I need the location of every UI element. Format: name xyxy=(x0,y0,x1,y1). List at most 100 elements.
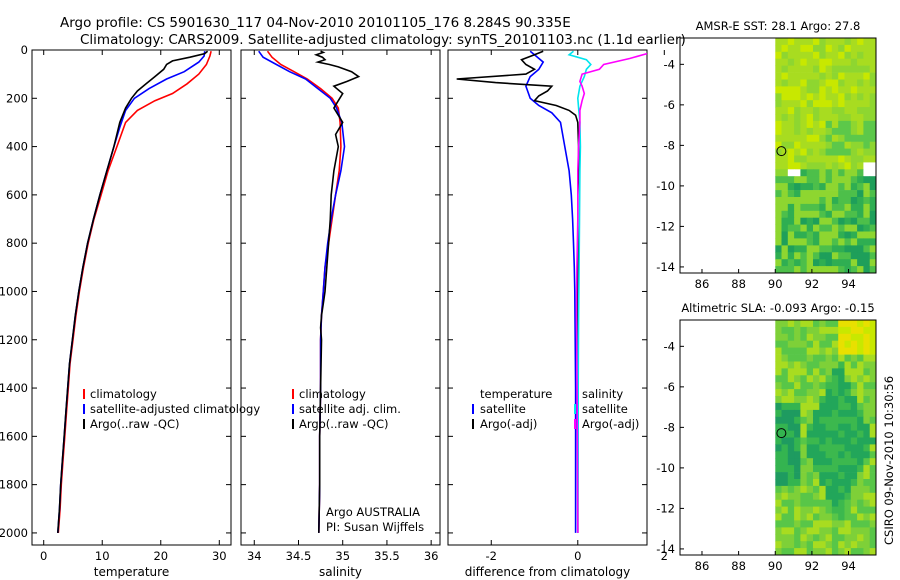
sla_map-cell xyxy=(794,409,801,418)
sst_map-cell xyxy=(781,266,789,274)
sst_map-cell xyxy=(825,183,833,191)
sla_map-cell xyxy=(825,389,833,397)
sst_map-cell xyxy=(863,72,871,80)
sla_map-cell xyxy=(813,444,820,452)
sla_map-cell xyxy=(787,423,795,431)
sla_map-cell xyxy=(775,479,782,487)
sla_map-cell xyxy=(813,361,820,369)
sst_map-cell xyxy=(813,65,820,73)
sst_map-argo-marker xyxy=(776,146,787,157)
sla_map-cell xyxy=(781,548,789,556)
sst_map-cell xyxy=(863,79,871,87)
sla_map-cell xyxy=(831,354,839,362)
sst_map-cell xyxy=(825,210,833,219)
sst_map-cell xyxy=(775,148,782,156)
sla_map-cell xyxy=(794,347,801,355)
sla_map-cell xyxy=(806,485,814,494)
sst_map-cell xyxy=(838,148,845,156)
sla_map-cell xyxy=(806,541,814,549)
sst_map-cell xyxy=(838,107,845,115)
sla_map-cell xyxy=(787,389,795,397)
sst_map-cell xyxy=(800,107,808,115)
sst_map-cell xyxy=(838,141,845,149)
sla_map-cell xyxy=(806,527,814,535)
sst_map-cell xyxy=(844,127,852,136)
sla_map-cell xyxy=(869,402,877,411)
sla_map-cell xyxy=(775,326,782,335)
sla_map-cell xyxy=(850,320,858,328)
sla_map-cell xyxy=(813,485,820,494)
sst_map-cell xyxy=(787,72,795,80)
sst_map-cell xyxy=(838,238,845,246)
temperature-ytick-label: 1800 xyxy=(0,478,28,492)
sla_map-cell xyxy=(838,430,845,438)
sst_map-cell xyxy=(838,245,845,253)
sst_map-cell xyxy=(813,127,820,136)
salinity-xtick-label: 34.5 xyxy=(286,549,312,563)
sla_map-cell xyxy=(819,520,826,528)
sst_map-cell xyxy=(831,217,839,225)
sla_map-cell xyxy=(819,451,826,459)
sla_map-cell xyxy=(806,479,814,487)
sla_map-cell xyxy=(825,548,833,556)
sst_map-cell xyxy=(806,72,814,80)
sst_map-cell xyxy=(813,51,820,60)
salinity-frame xyxy=(240,49,441,546)
sla_map-cell xyxy=(787,430,795,438)
sla_map-cell xyxy=(844,527,852,535)
sla_map-cell xyxy=(850,430,858,438)
sla_map-cell xyxy=(813,513,820,521)
sst_map-cell xyxy=(781,127,789,136)
sla_map-cell xyxy=(806,326,814,335)
sst_map-cell xyxy=(781,141,789,149)
sla_map-cell xyxy=(800,416,808,425)
sla_map-cell xyxy=(800,437,808,445)
sla_map-cell xyxy=(844,430,852,438)
difference-panel: -2 0 2 difference from climatology temperatu… xyxy=(447,49,668,579)
sla_map-cell xyxy=(794,548,801,556)
sst_map-cell xyxy=(857,155,864,163)
sla_map-cell xyxy=(869,333,877,342)
sla_map-cell xyxy=(806,416,814,425)
sst_map-cell xyxy=(813,141,820,149)
sst_map-cell xyxy=(794,155,801,163)
sla_map-cell xyxy=(838,333,845,342)
sla_map-cell xyxy=(787,396,795,404)
sla_map-cell xyxy=(869,513,877,521)
sla_map-cell xyxy=(869,354,877,362)
sla_map-cell xyxy=(806,396,814,404)
sla_map-title: Altimetric SLA: -0.093 Argo: -0.15 xyxy=(681,301,874,315)
sst_map-cell xyxy=(794,245,801,253)
sst_map-cell xyxy=(857,203,864,212)
sla_map-cell xyxy=(825,465,833,473)
sst_map-cell xyxy=(806,141,814,149)
sla_map-cell xyxy=(825,541,833,549)
sla_map-cell xyxy=(813,347,820,355)
sst_map-cell xyxy=(863,58,871,66)
sla_map-cell xyxy=(794,402,801,411)
sla_map-cell xyxy=(819,465,826,473)
sst_map-cell xyxy=(806,183,814,191)
sst_map-cell xyxy=(857,134,864,143)
sst_map-cell xyxy=(869,224,877,232)
sst_map-cell xyxy=(869,120,877,129)
sla_map-cell xyxy=(844,492,852,501)
sla_map-cell xyxy=(813,326,820,335)
sst_map-cell xyxy=(787,169,795,177)
sst_map-cell xyxy=(794,259,801,267)
sst_map-cell xyxy=(787,266,795,274)
sla_map-cell xyxy=(844,423,852,431)
sla_map-cell xyxy=(775,347,782,355)
sst_map-cell xyxy=(831,93,839,101)
sla_map-cell xyxy=(800,375,808,383)
sla_map-cell xyxy=(806,548,814,556)
sla_map-cell xyxy=(800,548,808,556)
sla_map-cell xyxy=(825,326,833,335)
sst_map-cell xyxy=(800,176,808,184)
sst_map-cell xyxy=(787,38,795,46)
sla_map-cell xyxy=(787,368,795,376)
sla_map-cell xyxy=(800,396,808,404)
sst_map-xtick-label: 92 xyxy=(805,277,820,291)
sst_map-cell xyxy=(775,197,782,205)
sla_map-cell xyxy=(775,520,782,528)
